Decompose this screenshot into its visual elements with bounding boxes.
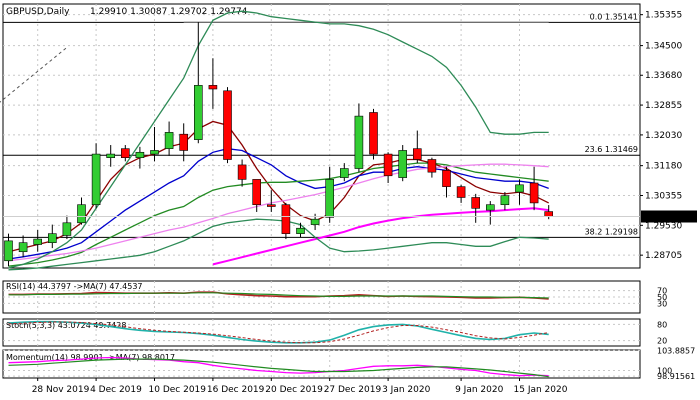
candle-body — [325, 179, 335, 218]
trend-line — [0, 47, 68, 103]
overlay-line-6 — [8, 218, 549, 271]
stoch-tick-label: 20 — [657, 337, 667, 346]
candle-body — [412, 148, 422, 160]
time-tick-label: 10 Dec 2019 — [149, 385, 207, 395]
price-tick-label: 1.31180 — [645, 162, 682, 172]
price-tick-label: 1.32030 — [645, 131, 682, 141]
panel-frame-3 — [2, 349, 641, 379]
candle-body — [47, 233, 57, 243]
time-tick-label: 27 Dec 2019 — [324, 385, 382, 395]
candle-body — [91, 153, 101, 206]
rsi-tick-label: 30 — [657, 299, 667, 308]
momentum-line — [8, 356, 549, 377]
stoch-tick-label: 80 — [657, 320, 667, 329]
candle-body — [281, 204, 291, 234]
candle-body — [121, 148, 130, 158]
x-axis: 28 Nov 2019 4 Dec 2019 10 Dec 2019 16 Dec 2… — [32, 378, 568, 395]
candle-body — [339, 168, 349, 178]
candle-body — [427, 159, 437, 173]
overlay-line-3 — [8, 163, 549, 262]
candle-body — [471, 197, 481, 209]
price-tick-label: 1.29530 — [645, 221, 682, 231]
time-tick-label: 20 Dec 2019 — [265, 385, 323, 395]
rsi-label: RSI(14) 44.3797 ->MA(7) 47.4537 — [6, 282, 143, 291]
candle-body — [106, 153, 115, 158]
main-price-panel: GBPUSD,Daily 1.29910 1.30087 1.29702 1.2… — [0, 7, 697, 271]
candle-body — [194, 85, 203, 140]
candle-body — [398, 150, 408, 178]
fib-level-label: 0.0 1.35141 — [590, 12, 638, 21]
stoch-k-line — [8, 320, 549, 344]
time-tick-label: 15 Jan 2020 — [514, 385, 568, 395]
candle-body — [442, 170, 451, 187]
symbol-label: GBPUSD,Daily — [6, 7, 70, 17]
candle-body — [62, 222, 72, 236]
candle-body — [369, 112, 378, 155]
candle-body — [310, 218, 320, 225]
mom-tick-label: 100 — [657, 366, 672, 375]
fib-level-label: 23.6 1.31469 — [585, 145, 638, 154]
momentum-ma-line — [8, 358, 549, 378]
grid-layer — [2, 3, 641, 379]
ohlc-label: 1.29910 1.30087 1.29702 1.29774 — [90, 7, 248, 17]
candle-body — [33, 238, 43, 245]
overlay-line-5 — [8, 10, 549, 269]
rsi-line — [8, 291, 549, 300]
candle-body — [383, 153, 393, 177]
momentum-label: Momentum(14) 98.9901 ->MA(7) 98.8017 — [6, 353, 175, 362]
rsi-ma-line — [8, 292, 549, 299]
candle-body — [77, 204, 86, 224]
overlay-line-2 — [8, 162, 549, 267]
current-price-tag — [641, 210, 697, 223]
momentum-panel: Momentum(14) 98.9901 ->MA(7) 98.8017 103… — [6, 346, 695, 381]
candle-body — [456, 186, 466, 198]
fib-level-label: 38.2 1.29198 — [585, 227, 638, 236]
candle-body — [515, 184, 524, 193]
stoch-label: Stoch(5,3,3) 43.0724 49.7428 — [6, 321, 126, 330]
price-tick-label: 1.33680 — [645, 71, 682, 81]
candle-body — [544, 211, 554, 217]
candle-body — [485, 204, 495, 211]
candle-body — [296, 227, 305, 234]
candle-body — [354, 115, 364, 169]
stoch-d-line — [8, 321, 549, 344]
price-tick-label: 1.28705 — [645, 251, 682, 261]
price-tick-label: 1.35355 — [645, 11, 682, 21]
candle-body — [179, 133, 188, 151]
mom-tick-label: 98.91561 — [657, 372, 695, 381]
overlay-line-0 — [8, 120, 549, 253]
candle-body — [500, 195, 510, 206]
candle-body — [150, 150, 159, 155]
time-tick-label: 4 Dec 2019 — [90, 385, 142, 395]
price-tick-label: 1.34500 — [645, 42, 682, 52]
candle-body — [4, 240, 13, 262]
overlay-line-1 — [8, 148, 549, 260]
current-price-label: 1.29774 — [644, 213, 681, 223]
time-tick-label: 16 Dec 2019 — [207, 385, 265, 395]
time-tick-label: 3 Jan 2020 — [382, 385, 430, 395]
price-tick-label: 1.32855 — [645, 101, 682, 111]
candle-body — [529, 182, 539, 204]
candle-body — [18, 242, 28, 253]
candle-body — [164, 132, 174, 149]
time-tick-label: 9 Jan 2020 — [455, 385, 503, 395]
overlay-line-4 — [212, 207, 549, 266]
stoch-panel: Stoch(5,3,3) 43.0724 49.7428 80 20 — [6, 320, 667, 345]
panel-frame-2 — [2, 318, 641, 347]
price-tick-label: 1.30355 — [645, 191, 682, 201]
candle-body — [252, 179, 261, 206]
candle-body — [135, 151, 145, 158]
mom-tick-label: 103.8857 — [657, 346, 695, 355]
rsi-tick-label: 50 — [657, 293, 667, 302]
panel-frame-0 — [2, 3, 641, 269]
time-tick-label: 28 Nov 2019 — [32, 385, 90, 395]
candle-body — [266, 204, 276, 207]
candle-body — [223, 90, 232, 160]
candle-body — [208, 85, 218, 90]
rsi-tick-label: 70 — [657, 287, 667, 296]
candle-body — [237, 164, 247, 180]
